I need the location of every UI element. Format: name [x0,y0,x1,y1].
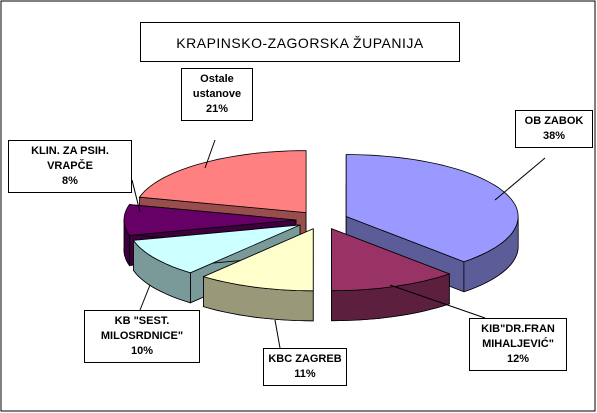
leader-line [131,179,141,213]
data-label: KB "SEST. MILOSRDNICE" 10% [84,310,200,363]
data-label: OB ZABOK 38% [515,110,593,148]
slice-top [345,154,519,263]
slice-top [138,150,307,214]
label-value: 8% [62,175,78,187]
leader-line [494,157,546,201]
label-name: KBC ZAGREB [268,353,342,365]
slice-top [123,204,297,236]
slice-top [202,228,314,292]
label-name: OB ZABOK [524,115,584,127]
label-name: KB "SEST. MILOSRDNICE" [100,315,184,342]
leader-line [274,319,281,349]
chart-title: KRAPINSKO-ZAGORSKA ŽUPANIJA [140,22,460,62]
leader-line [139,284,151,311]
data-label: Ostale ustanove 21% [181,68,253,121]
label-name: KIB"DR.FRAN MIHALJEVIĆ" [481,323,555,350]
label-name: KLIN. ZA PSIH. VRAPČE [31,145,109,172]
slice [202,228,314,322]
leader-line [204,139,216,169]
label-value: 11% [294,368,316,380]
label-value: 12% [506,353,530,365]
data-label: KLIN. ZA PSIH. VRAPČE 8% [8,140,132,193]
leader-line [389,284,486,319]
slice [331,228,451,322]
label-value: 38% [542,130,566,142]
data-label: KIB"DR.FRAN MIHALJEVIĆ" 12% [469,318,567,371]
label-name: Ostale ustanove [192,73,242,100]
label-value: 10% [130,345,154,357]
data-label: KBC ZAGREB 11% [263,348,347,386]
label-value: 21% [205,103,229,115]
slice-top [132,224,301,274]
